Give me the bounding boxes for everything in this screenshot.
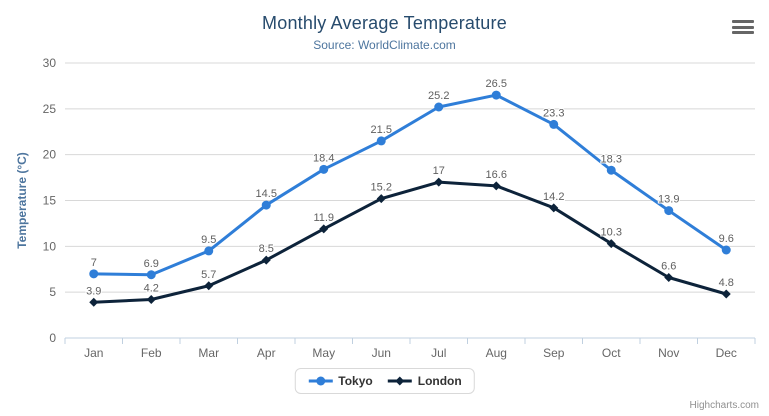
y-axis-label: 30	[43, 56, 57, 70]
data-point-marker-london[interactable]	[146, 295, 156, 304]
hamburger-icon	[732, 20, 754, 23]
data-label: 9.5	[201, 234, 216, 246]
data-label: 7	[91, 257, 97, 269]
x-axis-label: Jul	[431, 346, 446, 360]
data-label: 8.5	[259, 243, 274, 255]
data-point-marker-tokyo[interactable]	[204, 246, 214, 256]
data-label: 3.9	[86, 285, 101, 297]
x-axis-label: May	[312, 346, 335, 360]
legend-item-tokyo[interactable]: Tokyo	[307, 374, 373, 388]
chart-subtitle: Source: WorldClimate.com	[313, 38, 456, 52]
london-series-marker-icon	[387, 376, 412, 386]
data-point-marker-london[interactable]	[89, 297, 99, 307]
legend: Tokyo London	[294, 368, 475, 394]
data-point-marker-tokyo[interactable]	[434, 102, 444, 112]
x-axis-label: Aug	[486, 346, 507, 360]
data-label: 21.5	[371, 124, 392, 136]
x-axis-label: Dec	[716, 346, 737, 360]
legend-label-london: London	[417, 374, 462, 388]
x-axis-label: Jun	[372, 346, 391, 360]
legend-item-london[interactable]: London	[387, 374, 462, 388]
y-axis-label: 5	[49, 285, 56, 299]
tokyo-series-marker-icon	[308, 376, 333, 386]
data-label: 13.9	[658, 194, 679, 206]
x-axis-label: Jan	[84, 346, 103, 360]
x-axis-label: Sep	[543, 346, 565, 360]
series-line-london[interactable]	[92, 180, 728, 304]
data-label: 9.6	[719, 233, 734, 245]
data-point-marker-london[interactable]	[376, 194, 386, 204]
hamburger-icon	[732, 31, 754, 34]
data-label: 11.9	[313, 212, 334, 224]
data-point-marker-london[interactable]	[721, 289, 731, 299]
legend-label-tokyo: Tokyo	[338, 374, 373, 388]
data-point-marker-london[interactable]	[319, 224, 329, 234]
x-axis-label: Feb	[141, 346, 162, 360]
data-point-marker-london[interactable]	[664, 273, 674, 282]
data-label: 26.5	[486, 78, 507, 90]
data-label: 17	[433, 165, 445, 177]
data-point-marker-london[interactable]	[261, 255, 271, 265]
data-point-marker-tokyo[interactable]	[606, 165, 616, 175]
credits-link[interactable]: Highcharts.com	[689, 400, 759, 411]
x-axis-label: Apr	[257, 346, 276, 360]
y-axis-label: 0	[49, 331, 56, 345]
data-point-marker-tokyo[interactable]	[146, 270, 156, 280]
data-point-marker-tokyo[interactable]	[376, 136, 386, 146]
context-menu-button[interactable]	[732, 20, 754, 34]
data-label: 25.2	[428, 90, 449, 102]
data-point-marker-tokyo[interactable]	[721, 245, 731, 255]
data-point-marker-tokyo[interactable]	[319, 164, 329, 174]
x-axis-label: Nov	[658, 346, 679, 360]
data-label: 10.3	[601, 227, 622, 239]
x-axis-label: Mar	[198, 346, 219, 360]
data-point-marker-tokyo[interactable]	[491, 90, 501, 100]
data-label: 5.7	[201, 269, 216, 281]
data-label: 4.2	[144, 283, 159, 295]
data-label: 23.3	[543, 107, 564, 119]
data-label: 6.9	[144, 258, 159, 270]
data-label: 4.8	[719, 277, 734, 289]
data-label: 16.6	[486, 169, 507, 181]
data-point-marker-tokyo[interactable]	[549, 119, 559, 129]
data-point-marker-london[interactable]	[491, 181, 501, 191]
data-label: 18.3	[601, 153, 622, 165]
series-line-tokyo[interactable]	[92, 93, 728, 277]
y-axis-label: 25	[43, 102, 57, 116]
y-axis-title: Temperature (°C)	[15, 152, 29, 249]
data-label: 15.2	[371, 182, 392, 194]
data-label: 14.5	[256, 188, 277, 200]
data-label: 6.6	[661, 261, 676, 273]
data-point-marker-tokyo[interactable]	[664, 206, 674, 216]
x-axis-label: Oct	[602, 346, 621, 360]
data-point-marker-london[interactable]	[204, 281, 214, 291]
data-point-marker-tokyo[interactable]	[89, 269, 99, 279]
y-axis-label: 20	[43, 148, 57, 162]
data-point-marker-london[interactable]	[434, 177, 444, 187]
data-label: 18.4	[313, 152, 334, 164]
data-label: 14.2	[543, 191, 564, 203]
data-point-marker-london[interactable]	[549, 203, 559, 213]
data-point-marker-london[interactable]	[606, 239, 616, 249]
chart-title: Monthly Average Temperature	[262, 13, 507, 33]
data-point-marker-tokyo[interactable]	[261, 200, 271, 210]
y-axis-label: 10	[43, 239, 57, 253]
hamburger-icon	[732, 25, 754, 29]
y-axis-label: 15	[43, 194, 57, 208]
